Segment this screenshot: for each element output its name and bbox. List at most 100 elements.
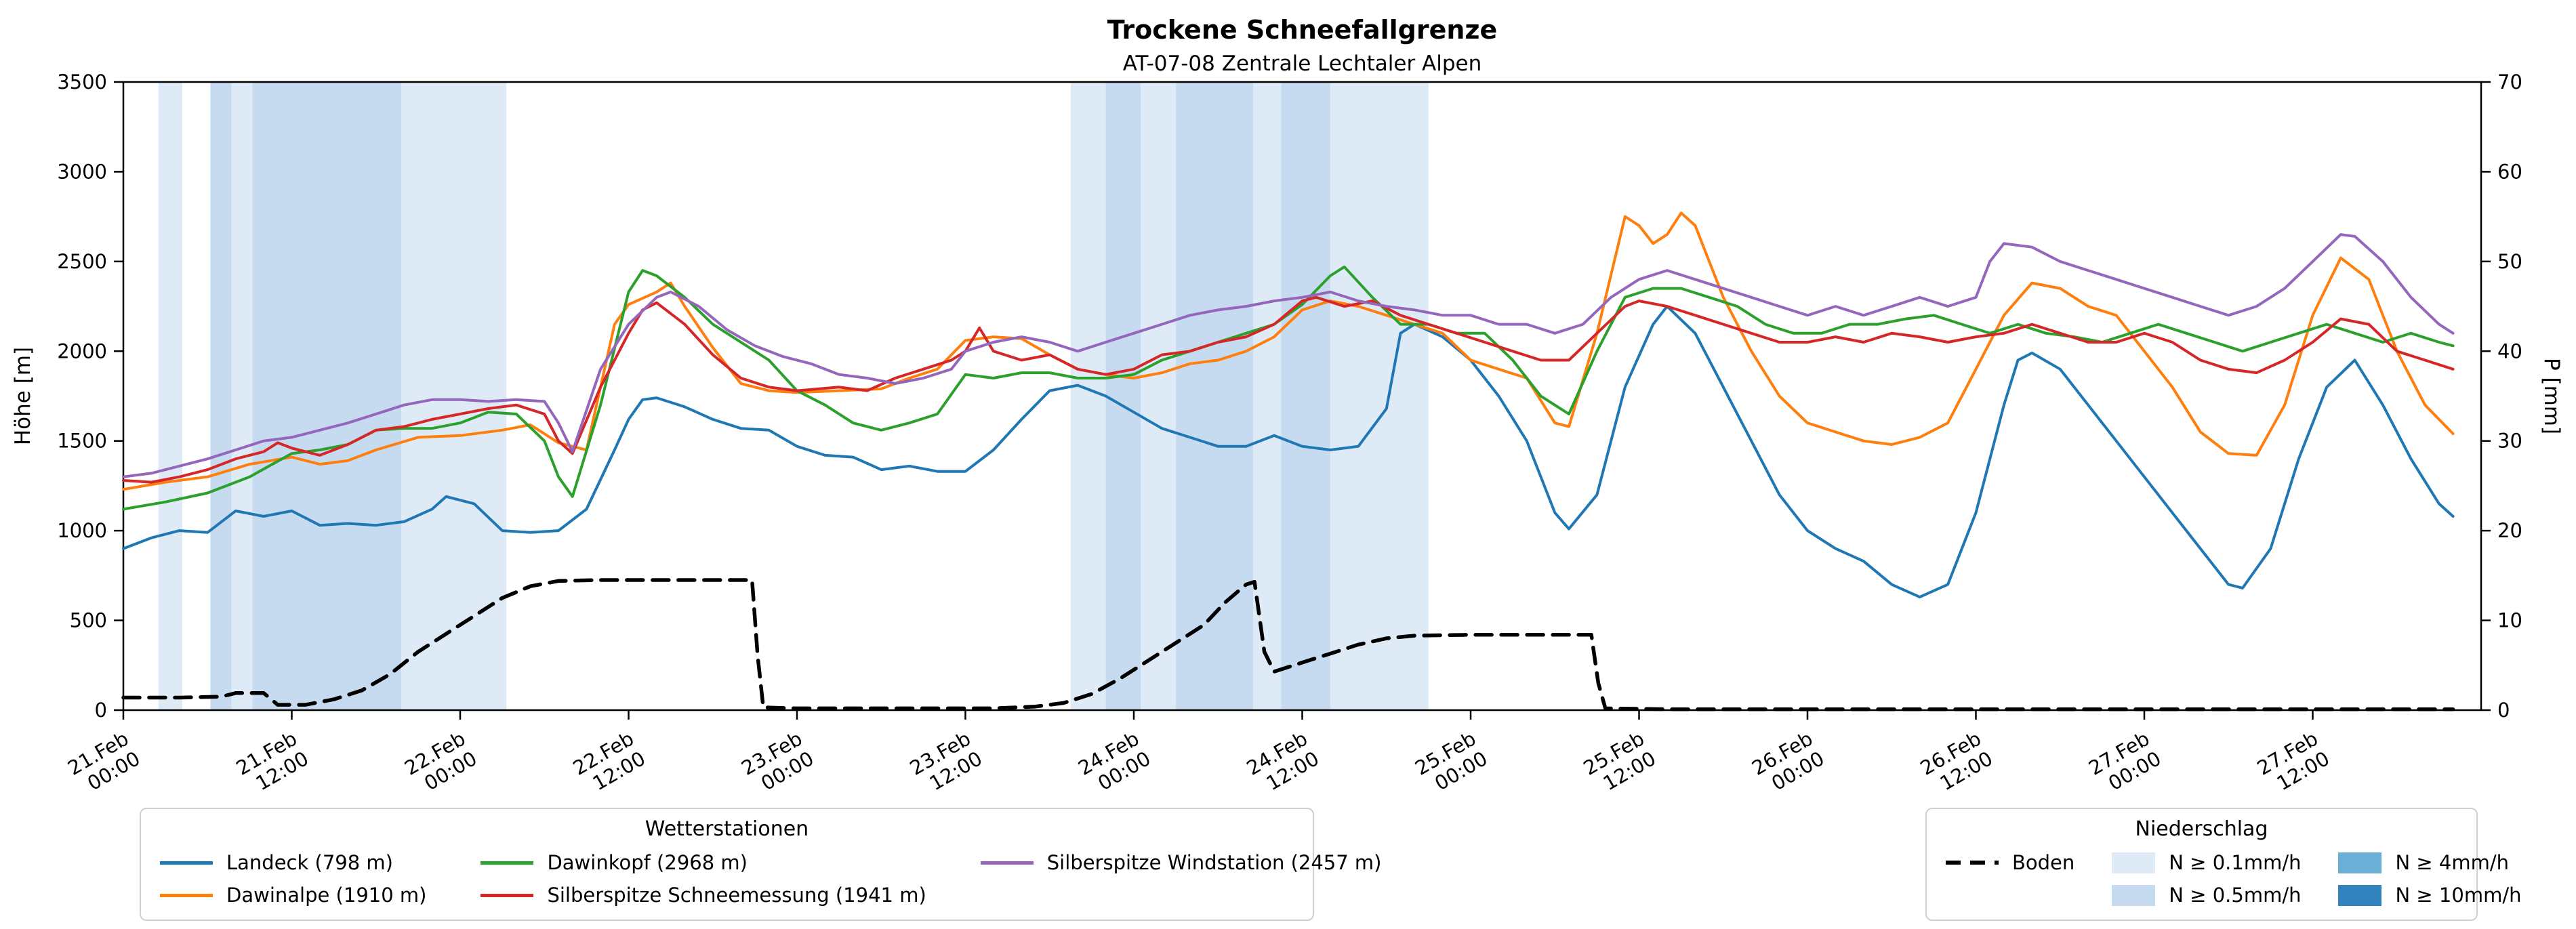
precip-band	[210, 82, 232, 710]
chart-subtitle: AT-07-08 Zentrale Lechtaler Alpen	[1122, 51, 1482, 76]
series-line-5	[121, 578, 2455, 711]
svg-text:25.Feb00:00: 25.Feb00:00	[1411, 727, 1491, 800]
x-tick-label: 24.Feb12:00	[1243, 727, 1323, 800]
legend-item: Dawinalpe (1910 m)	[160, 882, 426, 909]
svg-text:23.Feb00:00: 23.Feb00:00	[737, 727, 817, 800]
svg-text:Höhe [m]: Höhe [m]	[11, 347, 35, 445]
svg-text:27.Feb12:00: 27.Feb12:00	[2253, 727, 2333, 800]
legend-stations-items: Landeck (798 m) Dawinalpe (1910 m) Dawinko…	[160, 849, 1382, 909]
legend-label: N ≥ 4mm/h	[2395, 851, 2510, 874]
legend-item: N ≥ 10mm/h	[2338, 882, 2521, 909]
precip-band	[1070, 82, 1106, 710]
precip-band	[1253, 82, 1282, 710]
legend-stations: Wetterstationen Landeck (798 m) Dawinalpe…	[140, 808, 1382, 921]
y-right-tick-label: 30	[2497, 430, 2522, 453]
x-tick-label: 25.Feb12:00	[1580, 727, 1660, 800]
x-tick-label: 24.Feb00:00	[1074, 727, 1154, 800]
y-right-axis-label: P [mm]	[2539, 358, 2564, 434]
y-left-tick-label: 0	[95, 699, 107, 722]
svg-text:22.Feb12:00: 22.Feb12:00	[569, 727, 649, 800]
legend-precip-items: Boden N ≥ 0.1mm/h N ≥ 0.5mm/h N ≥ 4mm/h N ≥ …	[1946, 849, 2521, 909]
y-left-tick-label: 1000	[57, 519, 107, 542]
legend-label: N ≥ 10mm/h	[2395, 884, 2522, 907]
svg-text:24.Feb12:00: 24.Feb12:00	[1243, 727, 1323, 800]
legend-label: N ≥ 0.5mm/h	[2169, 884, 2302, 907]
legend-swatch	[481, 861, 534, 865]
precip-band	[1330, 82, 1429, 710]
y-left-tick-label: 3500	[57, 70, 107, 94]
legend-label: Silberspitze Windstation (2457 m)	[1046, 851, 1382, 874]
x-tick-label: 21.Feb12:00	[232, 727, 312, 796]
precip-band	[1141, 82, 1177, 710]
svg-text:26.Feb12:00: 26.Feb12:00	[1917, 727, 1997, 800]
precip-band	[1176, 82, 1254, 710]
legend-swatch	[481, 893, 534, 897]
svg-text:25.Feb12:00: 25.Feb12:00	[1580, 727, 1660, 800]
legend-item: Silberspitze Schneemessung (1941 m)	[481, 882, 926, 909]
x-tick-label: 27.Feb12:00	[2253, 727, 2333, 800]
y-left-axis-label: Höhe [m]	[11, 347, 35, 445]
x-tick-label: 21.Feb00:00	[64, 727, 144, 800]
y-left-tick-label: 2000	[57, 339, 107, 363]
legend-stations-title: Wetterstationen	[645, 817, 809, 841]
y-left-tick-label: 2500	[57, 250, 107, 273]
y-right-tick-label: 0	[2497, 699, 2510, 722]
precip-band	[252, 82, 402, 710]
precip-band	[1105, 82, 1141, 710]
legend-swatch	[2112, 884, 2156, 906]
legend-label: Landeck (798 m)	[226, 851, 393, 874]
precip-band	[231, 82, 253, 710]
legend-swatch	[160, 861, 213, 865]
legend-swatch	[1946, 861, 1999, 865]
legend-spacer	[1946, 882, 2074, 909]
series-line-3	[122, 295, 2455, 484]
x-tick-label: 27.Feb00:00	[2085, 727, 2165, 800]
y-right-tick-label: 70	[2497, 70, 2522, 94]
series-line-0	[122, 305, 2455, 599]
y-left-tick-label: 3000	[57, 160, 107, 183]
legend-swatch	[160, 893, 213, 897]
y-right-tick-label: 10	[2497, 609, 2522, 632]
x-tick-label: 25.Feb00:00	[1411, 727, 1491, 800]
legend-item: Landeck (798 m)	[160, 849, 426, 876]
y-left-tick-label: 1500	[57, 430, 107, 453]
legend-swatch	[2112, 852, 2156, 873]
precip-band	[158, 82, 182, 710]
legend-label: Dawinkopf (2968 m)	[547, 851, 748, 874]
y-right-tick-label: 50	[2497, 250, 2522, 273]
svg-text:22.Feb00:00: 22.Feb00:00	[401, 727, 481, 800]
svg-text:23.Feb12:00: 23.Feb12:00	[906, 727, 986, 800]
legend-swatch	[2338, 884, 2382, 906]
legend-item: N ≥ 0.5mm/h	[2112, 882, 2301, 909]
legend-item: Silberspitze Windstation (2457 m)	[980, 849, 1382, 876]
x-tick-label: 26.Feb12:00	[1917, 727, 1997, 800]
x-tick-label: 23.Feb00:00	[737, 727, 817, 800]
x-tick-label: 22.Feb12:00	[569, 727, 649, 800]
svg-text:24.Feb00:00: 24.Feb00:00	[1074, 727, 1154, 800]
chart-title: Trockene Schneefallgrenze	[1107, 15, 1498, 45]
legend-item: Boden	[1946, 849, 2074, 876]
legend-label: Silberspitze Schneemessung (1941 m)	[547, 884, 926, 907]
legend-label: Dawinalpe (1910 m)	[226, 884, 427, 907]
legend-item: N ≥ 4mm/h	[2338, 849, 2521, 876]
y-right-tick-label: 60	[2497, 160, 2522, 183]
precip-band	[1281, 82, 1330, 710]
svg-text:P [mm]: P [mm]	[2539, 358, 2564, 434]
svg-text:27.Feb00:00: 27.Feb00:00	[2085, 727, 2165, 800]
svg-text:21.Feb00:00: 21.Feb00:00	[64, 727, 144, 800]
x-tick-label: 26.Feb00:00	[1748, 727, 1828, 800]
x-tick-label: 22.Feb00:00	[401, 727, 481, 800]
legend-item: Dawinkopf (2968 m)	[481, 849, 926, 876]
legend-item: N ≥ 0.1mm/h	[2112, 849, 2301, 876]
legend-label: N ≥ 0.1mm/h	[2169, 851, 2302, 874]
svg-text:26.Feb00:00: 26.Feb00:00	[1748, 727, 1828, 800]
legend-precip: Niederschlag Boden N ≥ 0.1mm/h N ≥ 0.5mm/h…	[1925, 808, 2521, 921]
y-left-tick-label: 500	[70, 609, 107, 632]
legend-label: Boden	[2012, 851, 2075, 874]
y-right-tick-label: 40	[2497, 339, 2522, 363]
series-line-4	[122, 233, 2455, 478]
legend-swatch	[2338, 852, 2382, 873]
legend-swatch	[980, 861, 1034, 865]
